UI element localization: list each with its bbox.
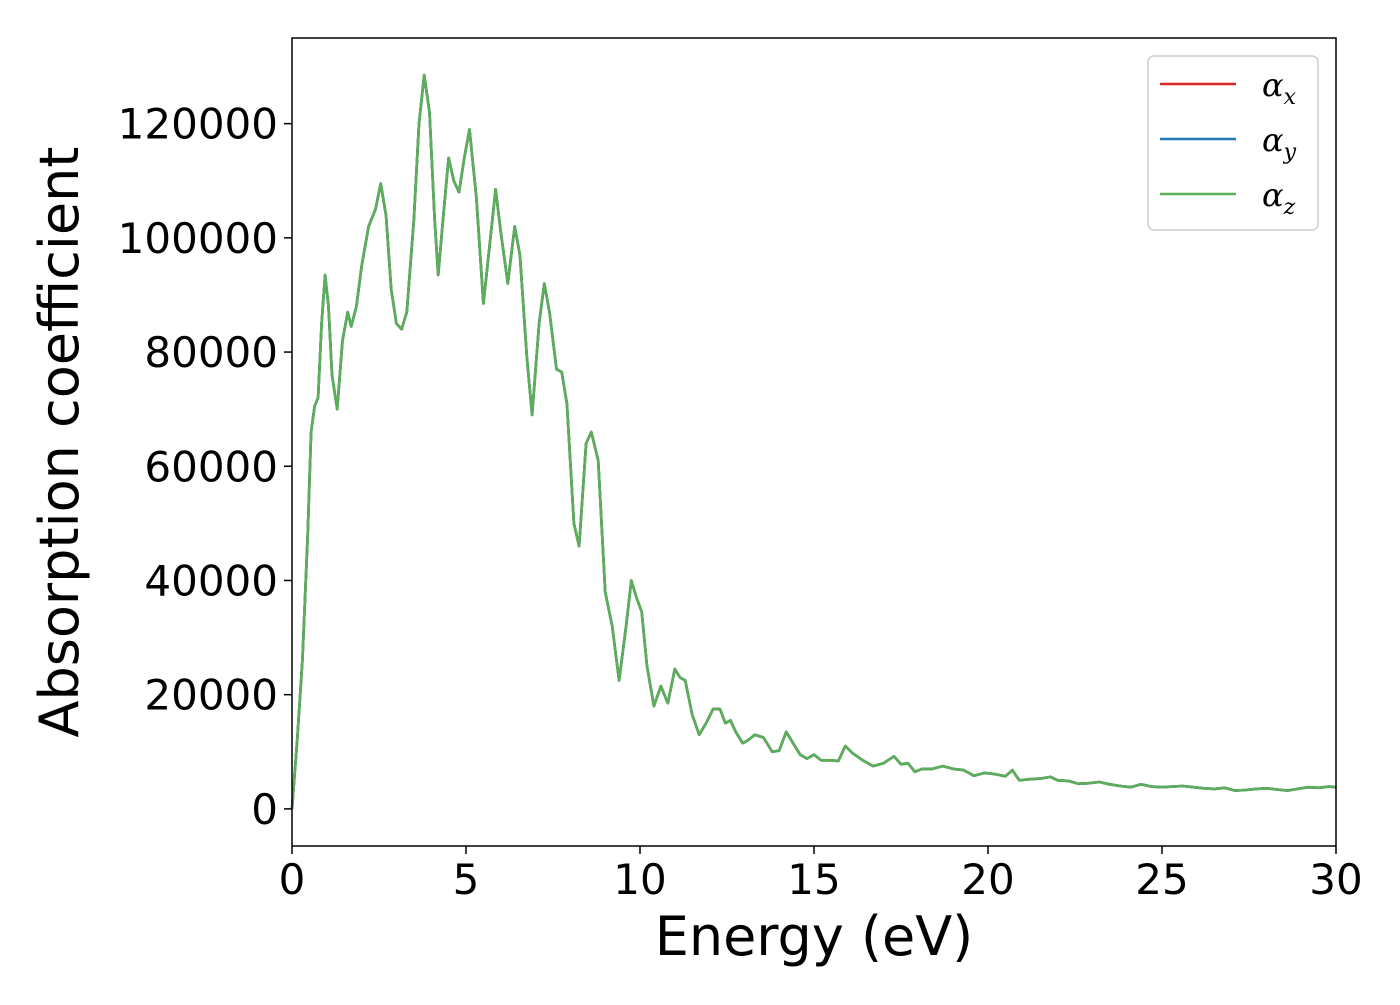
- legend-label-alpha-z: αz: [1262, 176, 1296, 220]
- legend: αx αy αz: [1147, 55, 1319, 231]
- y-tick-label: 40000: [144, 556, 278, 605]
- y-tick-label: 100000: [118, 214, 278, 263]
- y-tick-label: 20000: [144, 671, 278, 720]
- legend-label-alpha-y: αy: [1262, 121, 1297, 165]
- x-axis-title: Energy (eV): [655, 905, 974, 968]
- y-axis-ticks: 0 20000 40000 60000 80000 100000 120000: [118, 100, 292, 834]
- y-tick-label: 120000: [118, 100, 278, 149]
- x-axis-ticks: 0 5 10 15 20 25 30: [279, 846, 1363, 904]
- x-tick-label: 25: [1135, 855, 1188, 904]
- x-tick-label: 0: [279, 855, 306, 904]
- x-tick-label: 20: [961, 855, 1014, 904]
- legend-items: αx αy αz: [1160, 66, 1297, 220]
- x-tick-label: 10: [613, 855, 666, 904]
- x-tick-label: 30: [1309, 855, 1362, 904]
- legend-label-alpha-x: αx: [1262, 66, 1297, 110]
- y-tick-label: 0: [251, 785, 278, 834]
- series-layer: [290, 73, 1337, 809]
- x-tick-label: 5: [453, 855, 480, 904]
- series-line-alpha-z: [290, 73, 1337, 809]
- y-tick-label: 80000: [144, 328, 278, 377]
- x-tick-label: 15: [787, 855, 840, 904]
- y-tick-label: 60000: [144, 442, 278, 491]
- y-axis-title: Absorption coefficient: [28, 147, 91, 738]
- legend-box: [1147, 55, 1319, 231]
